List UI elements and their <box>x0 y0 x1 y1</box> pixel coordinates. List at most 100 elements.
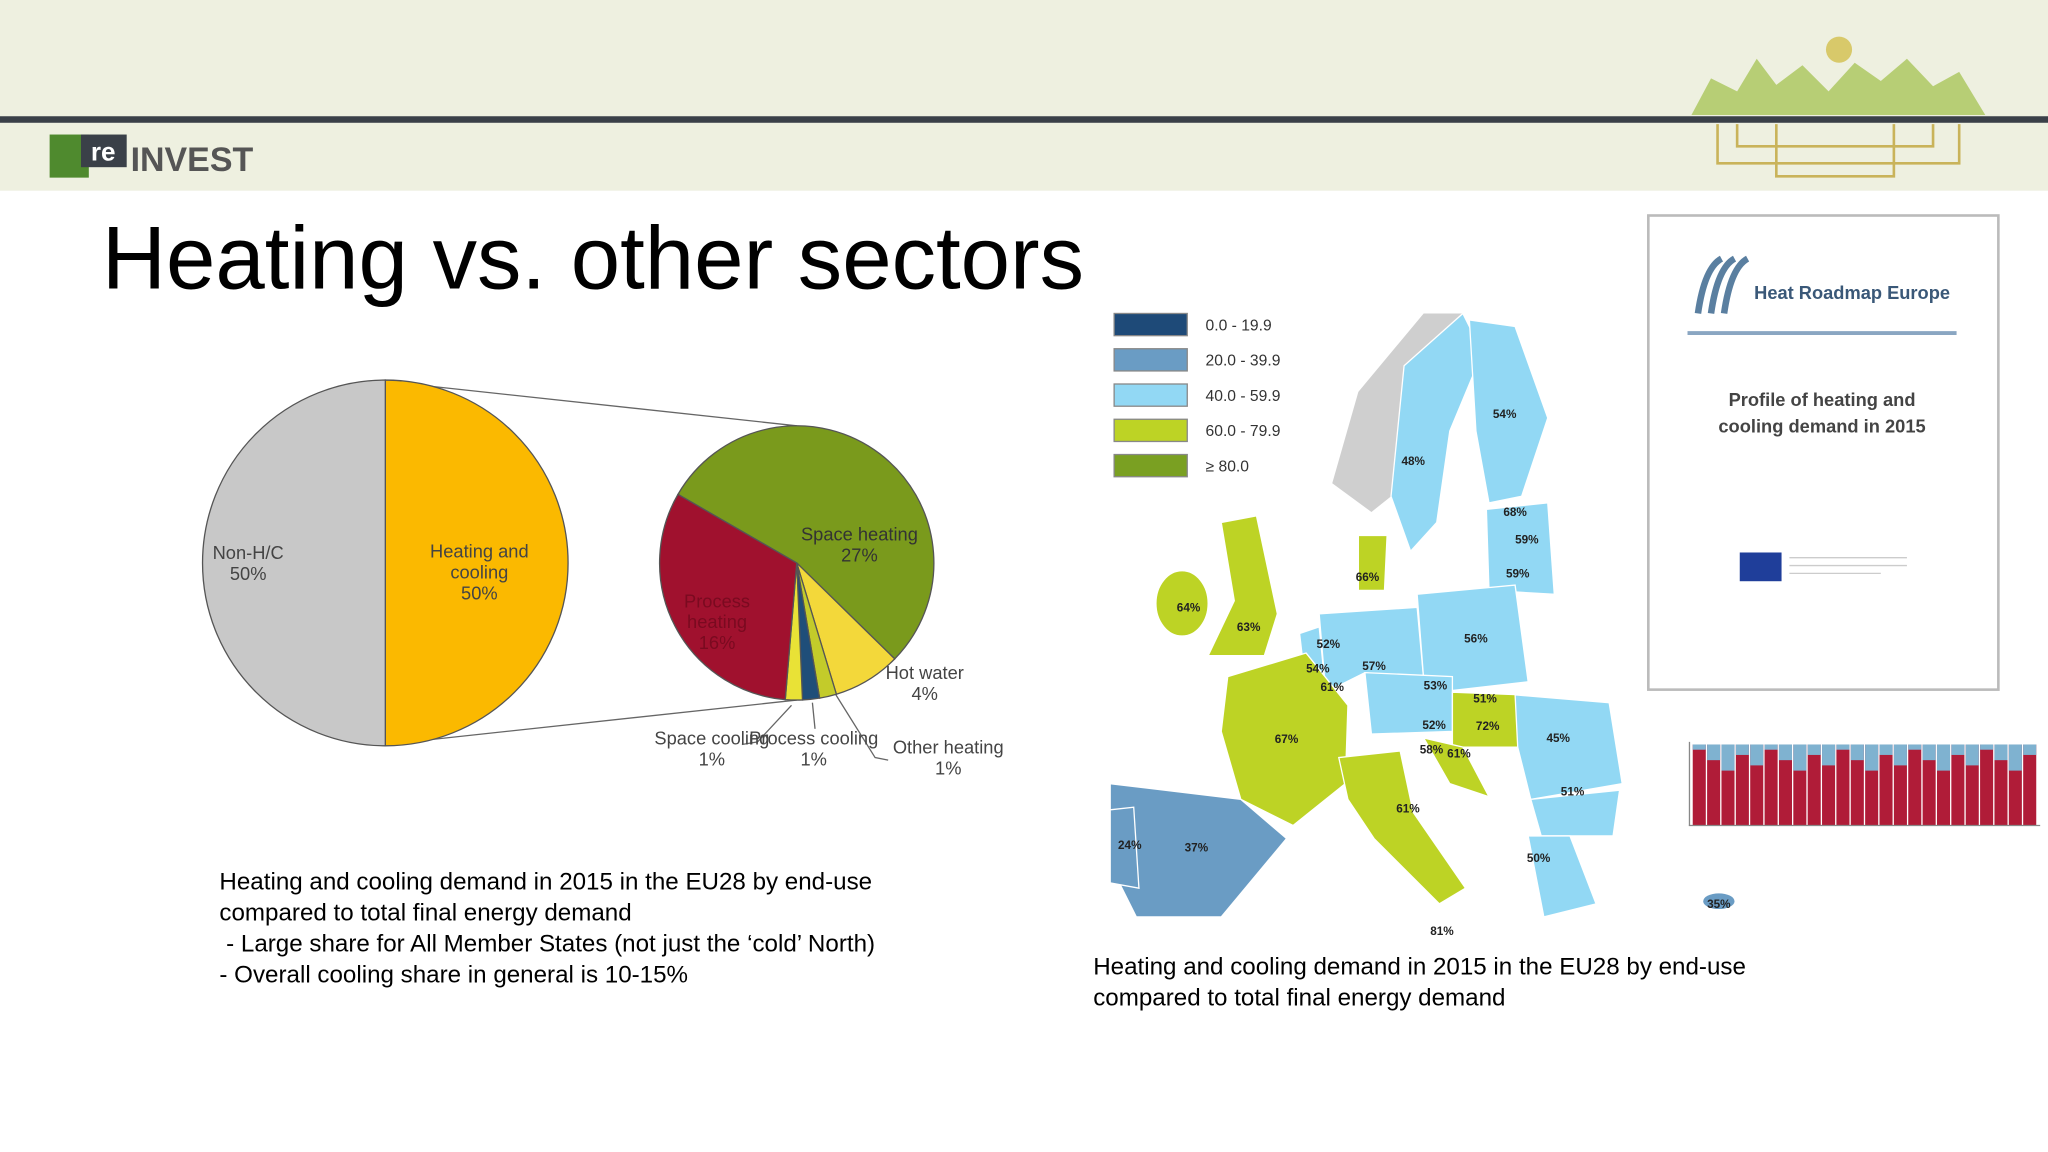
pie-label: Hot water 4% <box>859 662 990 704</box>
thumb-bar-top <box>1836 744 1850 750</box>
pie-label: Space cooling 1% <box>647 728 778 770</box>
cover <box>1647 214 2000 691</box>
map-label: 54% <box>1306 663 1330 676</box>
pie-label-name: Process heating <box>684 590 751 633</box>
thumb-bar-top <box>1980 744 1994 750</box>
pie-label: Non-H/C 50% <box>189 542 307 584</box>
country <box>1529 789 1621 837</box>
country <box>1220 652 1349 827</box>
map-label: 61% <box>1320 681 1344 694</box>
map-label: 50% <box>1527 852 1551 865</box>
pie-label-value: 16% <box>698 632 736 654</box>
thumb-bar <box>1850 744 1864 826</box>
map-label: 57% <box>1362 660 1386 673</box>
map-label: 68% <box>1503 506 1527 519</box>
thumb-bar <box>1980 744 1994 826</box>
pie-label: Process heating 16% <box>652 590 783 653</box>
country <box>1527 835 1597 918</box>
cover-fineprint <box>1789 557 1907 575</box>
country <box>1155 570 1209 637</box>
map-label: 61% <box>1447 748 1471 761</box>
connector <box>385 380 797 427</box>
thumb-bar <box>1994 744 2008 826</box>
thumb-bar-top <box>1965 744 1979 766</box>
country <box>1468 319 1549 504</box>
pie-label-value: 27% <box>841 544 878 566</box>
logo-box <box>80 134 127 168</box>
country <box>1416 584 1529 693</box>
map-label: 61% <box>1396 802 1420 815</box>
logo-name: INVEST <box>131 141 254 179</box>
thumb-bar-top <box>1778 744 1792 761</box>
map-label: 51% <box>1561 785 1585 798</box>
legend-label: 0.0 - 19.9 <box>1206 317 1272 334</box>
leader-line <box>741 704 792 746</box>
report-title-box: Profile of heating and cooling demand in… <box>1718 389 1926 437</box>
report-title: Profile of heating and cooling demand in… <box>1718 389 1926 437</box>
map-label: 64% <box>1177 601 1201 614</box>
thumb-bar-top <box>2008 744 2022 771</box>
slide-title: Heating vs. other sectors <box>102 209 1084 308</box>
thumb-bar <box>1778 744 1792 826</box>
caption-right-line: compared to total final energy demand <box>1093 985 1505 1012</box>
map-label: 45% <box>1546 732 1570 745</box>
map-label: 52% <box>1422 719 1446 732</box>
pie-label: Space heating 27% <box>794 524 925 566</box>
thumb-bar-top <box>1865 744 1879 771</box>
map-label: 37% <box>1185 842 1209 855</box>
thumb-bar-top <box>1936 744 1951 771</box>
thumb-bar <box>1922 744 1936 826</box>
caption-right-line: Heating and cooling demand in 2015 in th… <box>1093 953 1746 980</box>
pie-slice <box>659 493 798 701</box>
thumb-bar-top <box>1879 744 1893 755</box>
caption-left-line: Heating and cooling demand in 2015 in th… <box>219 868 872 895</box>
pie-label-name: Non-H/C <box>212 542 284 563</box>
caption-left-line: compared to total final energy demand <box>219 899 631 926</box>
country <box>1337 750 1467 905</box>
legend-swatch <box>1113 383 1188 407</box>
legend-label: 60.0 - 79.9 <box>1206 423 1281 440</box>
country <box>1357 534 1388 592</box>
thumb-bar <box>2023 744 2037 826</box>
country <box>1703 893 1735 910</box>
thumb-bar-top <box>1692 744 1706 750</box>
report-logo <box>1694 255 1750 314</box>
legend-label: 40.0 - 59.9 <box>1206 388 1281 405</box>
country <box>1422 736 1491 798</box>
map-label: 24% <box>1118 839 1142 852</box>
map-label: 66% <box>1356 571 1380 584</box>
pie-label-name: Heating and cooling <box>430 540 529 583</box>
thumb-bar-top <box>1893 744 1907 766</box>
thumb-bar-top <box>1735 744 1749 755</box>
eu-flag <box>1739 552 1782 582</box>
thumb-bar <box>1707 744 1721 826</box>
report-cover: Heat Roadmap Europe Profile of heating a… <box>1647 214 2000 691</box>
thumb-bar <box>1764 744 1778 826</box>
legend-swatch <box>1113 453 1188 478</box>
thumb-bar <box>1735 744 1749 826</box>
pie-label: Heating and cooling 50% <box>421 541 539 604</box>
thumb-bar <box>1908 744 1922 826</box>
caption-left-line: - Overall cooling share in general is 10… <box>219 961 688 988</box>
thumb-bar-top <box>1850 744 1864 761</box>
caption-left-line: - Large share for All Member States (not… <box>219 930 875 957</box>
pie-slice <box>677 425 935 660</box>
thumb-bar-top <box>1721 744 1735 771</box>
country <box>1332 313 1463 512</box>
map-label: 35% <box>1707 898 1731 911</box>
pie-label: Other heating 1% <box>883 737 1014 779</box>
bar-thumbnail <box>1688 741 2041 827</box>
map-label: 52% <box>1317 638 1341 651</box>
pie-label-value: 4% <box>911 683 938 704</box>
thumb-bar-top <box>1922 744 1936 761</box>
map-label: 81% <box>1430 925 1454 938</box>
leader-line <box>835 694 889 761</box>
legend-label: 20.0 - 39.9 <box>1206 353 1281 370</box>
map-label: 63% <box>1237 621 1261 634</box>
